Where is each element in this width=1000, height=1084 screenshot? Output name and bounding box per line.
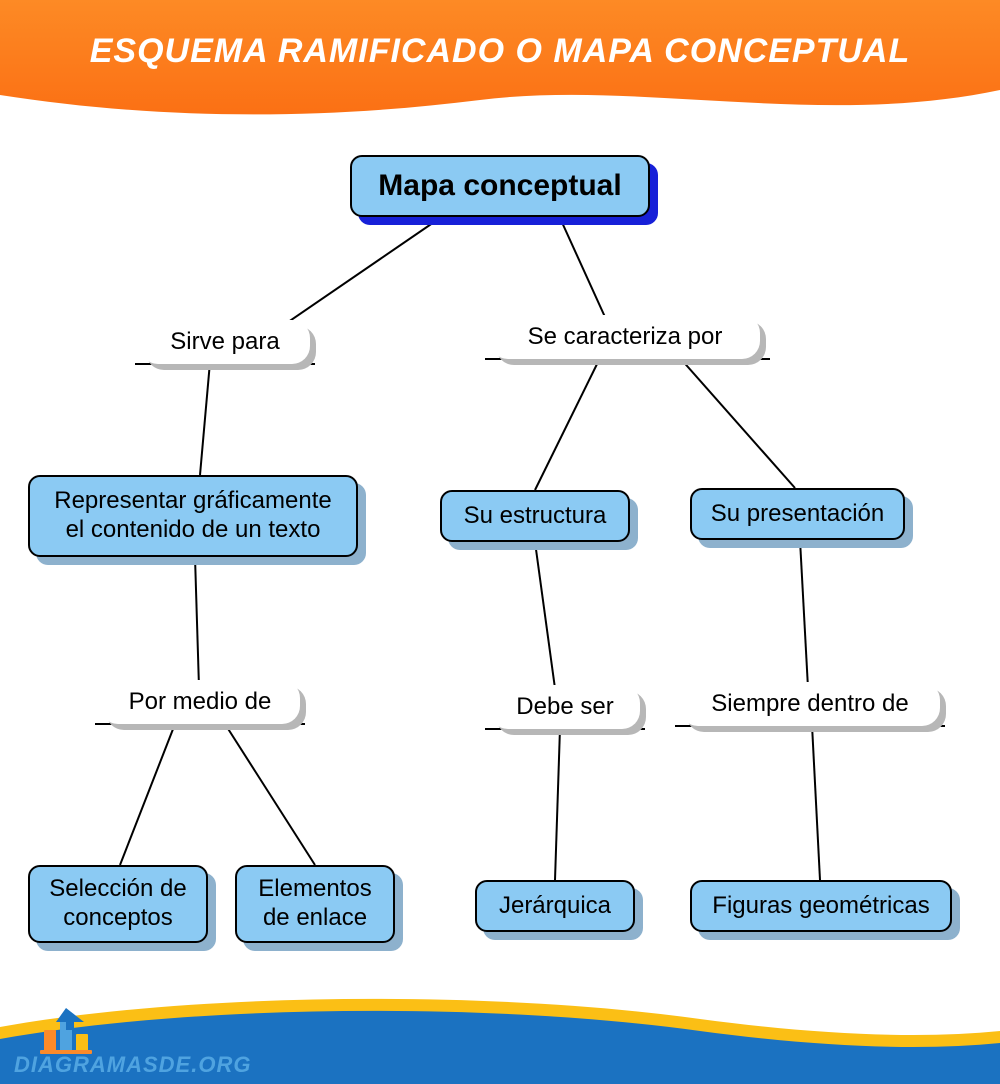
connector-c2: Se caracteriza por xyxy=(490,315,760,359)
footer-band: DIAGRAMASDE.ORG xyxy=(0,989,1000,1084)
connector-c4: Debe ser xyxy=(490,685,640,729)
diagram-canvas: Sirve para Se caracteriza por Por medio de… xyxy=(0,130,1000,1000)
edge xyxy=(535,358,600,490)
connector-c1: Sirve para xyxy=(140,320,310,364)
node-n7: Figuras geométricas xyxy=(690,880,952,932)
node-n3: Su presentación xyxy=(690,488,905,540)
edge xyxy=(200,362,210,475)
header-band: ESQUEMA RAMIFICADO O MAPA CONCEPTUAL xyxy=(0,0,1000,130)
node-n5: Elementos de enlace xyxy=(235,865,395,943)
node-n4: Selección de conceptos xyxy=(28,865,208,943)
edge xyxy=(225,724,315,865)
page-title: ESQUEMA RAMIFICADO O MAPA CONCEPTUAL xyxy=(0,32,1000,71)
connector-c3: Por medio de xyxy=(100,680,300,724)
edge xyxy=(812,725,820,880)
footer-site-text: DIAGRAMASDE.ORG xyxy=(14,1052,251,1078)
edge xyxy=(555,728,560,880)
edge xyxy=(120,724,175,865)
logo-icon xyxy=(40,1008,100,1054)
node-root: Mapa conceptual xyxy=(350,155,650,217)
node-n6: Jerárquica xyxy=(475,880,635,932)
node-n2: Su estructura xyxy=(440,490,630,542)
connector-c5: Siempre dentro de xyxy=(680,682,940,726)
node-n1: Representar gráficamente el contenido de… xyxy=(28,475,358,557)
edge xyxy=(680,358,795,488)
